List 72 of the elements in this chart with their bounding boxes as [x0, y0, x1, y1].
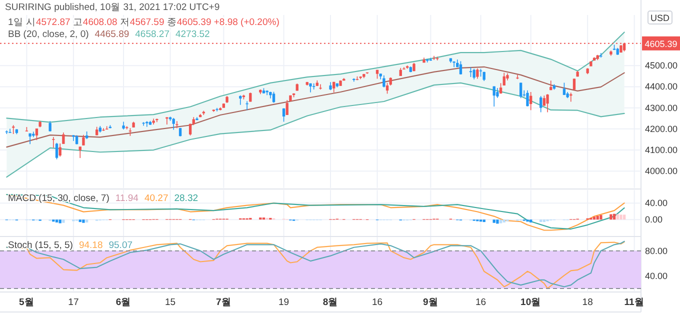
- candlestick: [529, 92, 532, 111]
- annotation: 28.32: [174, 193, 198, 204]
- candlestick: [272, 91, 276, 104]
- x-tick-label: 8월: [322, 297, 338, 308]
- x-tick-label: 9월: [423, 297, 438, 308]
- candlestick: [55, 142, 58, 160]
- annotation: 95.07: [108, 240, 133, 251]
- annotation: 4658.27: [135, 29, 170, 40]
- candlestick: [75, 134, 78, 145]
- y-tick-label: 4100.00: [645, 145, 678, 156]
- candlestick: [126, 126, 128, 130]
- x-tick-label: 17: [68, 297, 79, 308]
- candlestick: [282, 108, 286, 122]
- x-tick-label: 11월: [624, 297, 644, 308]
- candlestick: [502, 72, 506, 86]
- x-tick-label: 5월: [19, 297, 34, 308]
- candlestick: [82, 134, 85, 146]
- x-tick-label: 16: [475, 297, 486, 308]
- candlestick: [386, 82, 389, 94]
- annotation: 4273.52: [175, 29, 210, 40]
- y-tick-label: 4300.00: [645, 102, 678, 113]
- chart-subtitle: 시4572.87 고4608.08 저4567.59 종4605.39 +8.98 (+0.20%): [26, 17, 280, 28]
- candlestick: [216, 107, 218, 112]
- ref-line-label: 4605.39: [644, 38, 678, 49]
- candlestick: [452, 60, 456, 68]
- candlestick: [35, 128, 38, 141]
- x-tick-label: 15: [164, 297, 176, 308]
- y-tick-label: 0.00: [645, 214, 663, 225]
- y-axis-title: USD: [650, 13, 670, 23]
- candlestick: [492, 86, 496, 107]
- candlestick: [469, 66, 472, 78]
- candlestick: [12, 124, 15, 134]
- candlestick: [600, 52, 602, 58]
- candlestick: [540, 96, 542, 113]
- x-tick-label: 7월: [216, 297, 232, 308]
- annotation: 40.27: [144, 193, 168, 204]
- legend-title: BB (20, close, 2, 0): [8, 29, 89, 40]
- line-series: [6, 82, 625, 178]
- y-tick-label: 40.00: [645, 198, 668, 208]
- annotation: 11.94: [115, 193, 138, 204]
- y-tick-label: 4000.00: [645, 166, 678, 176]
- y-tick-label: 4200.00: [645, 124, 678, 134]
- annotation: 94.18: [78, 240, 103, 251]
- x-tick-label: 18: [582, 297, 593, 308]
- candlestick: [239, 94, 242, 106]
- y-tick-label: 4500.00: [645, 60, 678, 71]
- candlestick: [459, 60, 462, 75]
- candlestick: [156, 118, 158, 123]
- y-tick-label: 40.00: [645, 270, 668, 281]
- candlestick: [172, 118, 175, 130]
- candlestick: [382, 74, 386, 88]
- x-tick-label: 6월: [116, 297, 132, 308]
- x-tick-label: 16: [372, 297, 383, 308]
- annotation: 4465.89: [94, 29, 130, 40]
- candlestick: [519, 82, 522, 99]
- text: SURIRING published, 10월 31, 2021 17:02 UTC+9: [5, 2, 220, 13]
- candlestick: [286, 100, 288, 116]
- y-tick-label: 4400.00: [645, 82, 678, 92]
- y-tick-label: 80.00: [645, 246, 668, 256]
- candlestick: [476, 68, 479, 80]
- candlestick: [562, 82, 566, 96]
- candlestick: [472, 68, 476, 80]
- chart-title: 1일: [8, 17, 26, 28]
- x-tick-label: 19: [278, 297, 290, 308]
- candlestick: [48, 120, 52, 132]
- candlestick: [52, 136, 55, 148]
- candlestick: [8, 128, 12, 134]
- candlestick: [526, 90, 529, 107]
- candlestick: [78, 146, 82, 158]
- x-tick-label: 10월: [520, 297, 542, 308]
- candlestick: [516, 74, 519, 80]
- candlestick: [546, 94, 549, 113]
